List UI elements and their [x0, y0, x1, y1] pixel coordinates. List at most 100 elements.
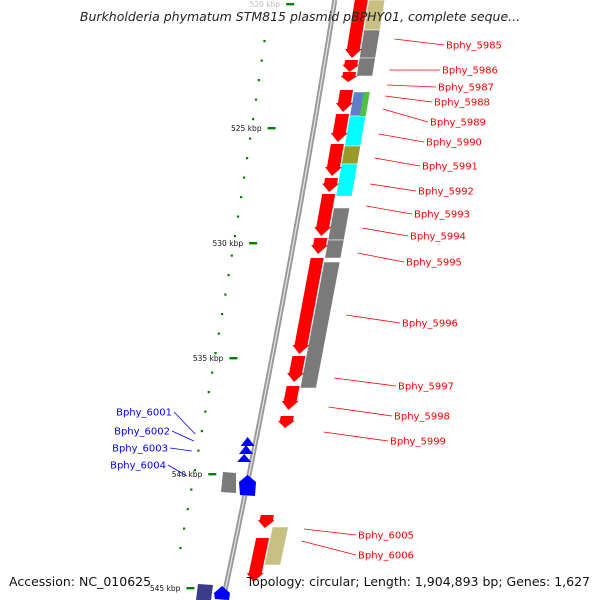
- cog-block: [264, 526, 289, 566]
- scale-tick: [229, 357, 238, 360]
- forward-cds-arrow: [287, 356, 306, 382]
- forward-cds-arrow: [322, 178, 340, 192]
- cog-block: [324, 239, 345, 259]
- kb-dot: [179, 547, 182, 550]
- scale-label: 530 kbp: [213, 239, 244, 248]
- gene-label: Bphy_5987: [438, 83, 494, 94]
- gene-label: Bphy_5989: [430, 118, 486, 129]
- cog-category-track: [264, 0, 386, 566]
- kb-dot: [230, 254, 233, 257]
- gene-label: Bphy_5993: [414, 210, 470, 221]
- reverse-cds-arrow: [239, 475, 256, 496]
- forward-cds-arrow: [281, 386, 300, 410]
- kb-dot: [224, 293, 227, 296]
- kb-dot: [197, 449, 200, 452]
- genome-summary-text: Topology: circular; Length: 1,904,893 bp…: [246, 574, 590, 589]
- kb-dot: [227, 274, 230, 277]
- gene-label: Bphy_6002: [114, 427, 170, 438]
- reverse-cds-arrow: [240, 437, 255, 446]
- kb-dot: [252, 118, 255, 121]
- cog-block: [196, 584, 213, 600]
- gene-label: Bphy_5986: [442, 66, 498, 77]
- scale-tick: [208, 473, 217, 476]
- gene-label: Bphy_5985: [446, 41, 502, 52]
- leader-line: [169, 447, 192, 452]
- scale-tick: [186, 587, 195, 590]
- kb-dot: [249, 137, 252, 140]
- reverse-cds-arrow: [237, 454, 252, 462]
- scale-ticks: 520 kbp 525 kbp 530 kbp 535 kbp 540 kbp 545 k…: [150, 0, 295, 593]
- scale-label: 525 kbp: [231, 124, 262, 133]
- kb-dot: [193, 469, 196, 472]
- gene-label: Bphy_5991: [422, 162, 478, 173]
- gene-labels: Bphy_5985 Bphy_5986 Bphy_5987 Bphy_5988 Bphy…: [110, 38, 502, 562]
- forward-cds-arrow: [292, 258, 324, 354]
- forward-cds-arrow: [325, 144, 344, 176]
- backbone-highlight: [222, 0, 336, 600]
- leader-line: [382, 108, 429, 123]
- leader-line: [328, 406, 393, 417]
- leader-line: [369, 183, 417, 192]
- cog-block: [359, 92, 370, 116]
- kb-dot: [186, 508, 189, 511]
- gene-label: Bphy_6006: [358, 551, 414, 562]
- leader-line: [385, 95, 433, 103]
- kb-dot: [240, 196, 243, 199]
- scale-label: 540 kbp: [172, 470, 203, 479]
- forward-cds-arrow: [335, 90, 354, 112]
- forward-cds-arrow: [344, 0, 368, 58]
- gene-label: Bphy_6003: [112, 444, 168, 455]
- gene-label: Bphy_5994: [410, 232, 466, 243]
- reverse-cds-arrow: [239, 445, 253, 454]
- leader-line: [394, 38, 445, 46]
- scale-tick: [249, 242, 258, 245]
- cog-block: [356, 57, 376, 77]
- kb-dot: [257, 79, 260, 82]
- forward-cds-arrow: [314, 194, 336, 236]
- kb-dot: [260, 59, 263, 62]
- kb-dot-ticks: [179, 40, 266, 550]
- leader-line: [362, 227, 409, 237]
- scale-label: 520 kbp: [250, 0, 281, 9]
- forward-cds-arrow: [277, 416, 295, 428]
- leader-line: [303, 528, 357, 536]
- kb-dot: [207, 391, 210, 394]
- scale-label: 535 kbp: [193, 354, 224, 363]
- gene-label: Bphy_5990: [426, 138, 482, 149]
- kb-dot: [200, 430, 203, 433]
- kb-dot: [211, 371, 214, 374]
- kb-dot: [246, 157, 249, 160]
- kb-dot: [263, 40, 266, 43]
- forward-cds-arrow: [246, 538, 270, 582]
- leader-line: [323, 431, 389, 442]
- reverse-cds-track: [196, 437, 256, 600]
- forward-cds-arrow: [330, 114, 350, 142]
- gene-label: Bphy_5998: [394, 412, 450, 423]
- kb-dot: [243, 176, 246, 179]
- leader-line: [366, 205, 413, 215]
- forward-cds-track: [246, 0, 368, 582]
- cog-block: [221, 472, 236, 493]
- kb-dot: [221, 313, 224, 316]
- gene-label: Bphy_6001: [116, 408, 172, 419]
- kb-dot: [214, 352, 217, 355]
- forward-cds-arrow: [340, 72, 358, 82]
- gene-label: Bphy_5997: [398, 382, 454, 393]
- gene-label: Bphy_6004: [110, 461, 166, 472]
- kb-dot: [233, 235, 236, 238]
- leader-line: [346, 314, 401, 324]
- gene-label: Bphy_5992: [418, 187, 474, 198]
- backbone-track: [220, 0, 338, 600]
- leader-line: [374, 157, 421, 167]
- leader-line: [173, 411, 196, 435]
- leader-line: [334, 377, 397, 387]
- kb-dot: [190, 488, 193, 491]
- scale-label: 545 kbp: [150, 584, 181, 593]
- kb-dot: [217, 332, 220, 335]
- cog-block: [341, 145, 361, 165]
- leader-line: [301, 540, 357, 556]
- gene-label: Bphy_5996: [402, 319, 458, 330]
- scale-tick: [267, 127, 276, 130]
- kb-dot: [183, 527, 186, 530]
